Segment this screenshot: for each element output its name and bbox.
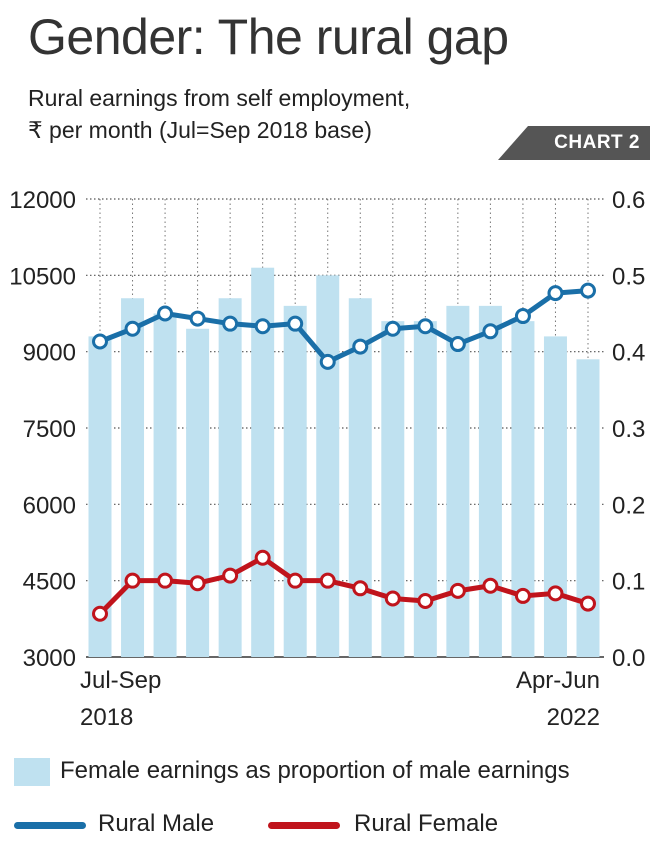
rural-female-point bbox=[417, 593, 434, 610]
combo-chart: 3000 4500 6000 7500 9000 10500 12000 0.0 0.1 0.2 0… bbox=[9, 187, 645, 731]
legend-male-label: Rural Male bbox=[98, 810, 215, 837]
rural-female-point bbox=[189, 575, 206, 592]
bar bbox=[576, 359, 600, 657]
rural-female-point bbox=[580, 595, 596, 612]
rural-male-point bbox=[352, 338, 369, 355]
rural-female-point bbox=[124, 572, 141, 589]
y-left-tick-label: 4500 bbox=[23, 569, 76, 596]
rural-female-point bbox=[92, 605, 108, 622]
bar bbox=[446, 305, 470, 657]
rural-male-point bbox=[254, 318, 271, 335]
rural-male-point bbox=[92, 333, 108, 350]
y-right-tick-label: 0.6 bbox=[612, 187, 645, 214]
rural-male-point bbox=[319, 353, 336, 370]
rural-female-point bbox=[287, 572, 304, 589]
bar bbox=[543, 336, 567, 657]
rural-male-point bbox=[287, 315, 304, 332]
x-tick-label: 2022 bbox=[547, 704, 600, 731]
y-left-tick-label: 10500 bbox=[9, 263, 76, 290]
y-right-tick-label: 0.2 bbox=[612, 492, 645, 519]
bar bbox=[511, 321, 535, 657]
legend-bar-swatch bbox=[14, 758, 50, 786]
rural-male-point bbox=[384, 320, 401, 337]
x-tick-label: 2018 bbox=[80, 704, 133, 731]
legend-bar-label: Female earnings as proportion of male ea… bbox=[60, 757, 570, 784]
y-right-tick-label: 0.0 bbox=[612, 645, 645, 672]
rural-male-line bbox=[99, 288, 589, 365]
rural-male-point bbox=[417, 318, 434, 335]
rural-male-point bbox=[189, 310, 206, 327]
rural-female-point bbox=[352, 580, 369, 597]
legend-female-swatch bbox=[268, 822, 340, 829]
bar bbox=[316, 275, 340, 657]
bar bbox=[413, 321, 437, 657]
axis-labels: 3000 4500 6000 7500 9000 10500 12000 0.0 0.1 0.2 0… bbox=[9, 187, 645, 731]
bar bbox=[478, 305, 502, 657]
x-tick-label: Jul-Sep bbox=[80, 667, 161, 694]
y-left-tick-label: 12000 bbox=[9, 187, 76, 214]
chart-title: Gender: The rural gap bbox=[28, 9, 509, 65]
rural-female-point bbox=[157, 572, 174, 589]
y-left-tick-label: 7500 bbox=[23, 416, 76, 443]
rural-male-point bbox=[449, 336, 466, 353]
y-right-tick-label: 0.3 bbox=[612, 416, 645, 443]
bar bbox=[186, 328, 210, 657]
rural-female-point bbox=[449, 582, 466, 599]
legend-female-label: Rural Female bbox=[354, 810, 499, 837]
bar bbox=[88, 336, 112, 657]
rural-male-series bbox=[92, 282, 596, 370]
rural-female-point bbox=[384, 590, 401, 607]
rural-female-point bbox=[222, 567, 239, 584]
y-right-tick-label: 0.1 bbox=[612, 569, 645, 596]
subtitle-line-2: ₹ per month (Jul=Sep 2018 base) bbox=[28, 117, 372, 143]
rural-female-point bbox=[547, 585, 564, 602]
rural-male-point bbox=[514, 308, 531, 325]
chart-subtitle: Rural earnings from self employment, ₹ p… bbox=[28, 82, 410, 146]
bar bbox=[348, 298, 372, 657]
subtitle-line-1: Rural earnings from self employment, bbox=[28, 85, 411, 111]
bar bbox=[121, 298, 145, 657]
y-right-tick-label: 0.4 bbox=[612, 340, 645, 367]
rural-female-line bbox=[98, 555, 589, 616]
rural-female-point bbox=[482, 577, 499, 594]
x-tick-label: Apr-Jun bbox=[516, 667, 600, 694]
rural-female-point bbox=[514, 587, 531, 604]
rural-female-point bbox=[254, 549, 271, 566]
rural-male-point bbox=[482, 323, 499, 340]
bar bbox=[283, 305, 307, 657]
bar bbox=[153, 313, 177, 657]
rural-male-point bbox=[580, 282, 596, 299]
rural-female-point bbox=[319, 572, 336, 589]
rural-male-point bbox=[222, 315, 239, 332]
y-right-tick-label: 0.5 bbox=[612, 263, 645, 290]
bar bbox=[381, 321, 405, 657]
badge-label: CHART 2 bbox=[554, 132, 640, 153]
y-left-tick-label: 3000 bbox=[23, 645, 76, 672]
rural-male-point bbox=[124, 320, 141, 337]
rural-male-point bbox=[547, 285, 564, 302]
y-left-tick-label: 6000 bbox=[23, 492, 76, 519]
chart-badge: CHART 2 bbox=[498, 126, 650, 160]
legend-male-swatch bbox=[14, 822, 86, 829]
rural-female-series bbox=[92, 549, 596, 622]
badge-shape bbox=[498, 126, 650, 160]
bar bbox=[218, 298, 242, 657]
rural-male-point bbox=[157, 305, 174, 322]
y-left-tick-label: 9000 bbox=[23, 340, 76, 367]
